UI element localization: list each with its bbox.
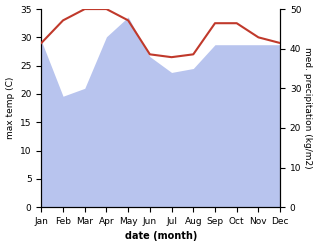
X-axis label: date (month): date (month) xyxy=(125,231,197,242)
Y-axis label: med. precipitation (kg/m2): med. precipitation (kg/m2) xyxy=(303,47,313,169)
Y-axis label: max temp (C): max temp (C) xyxy=(5,77,15,139)
